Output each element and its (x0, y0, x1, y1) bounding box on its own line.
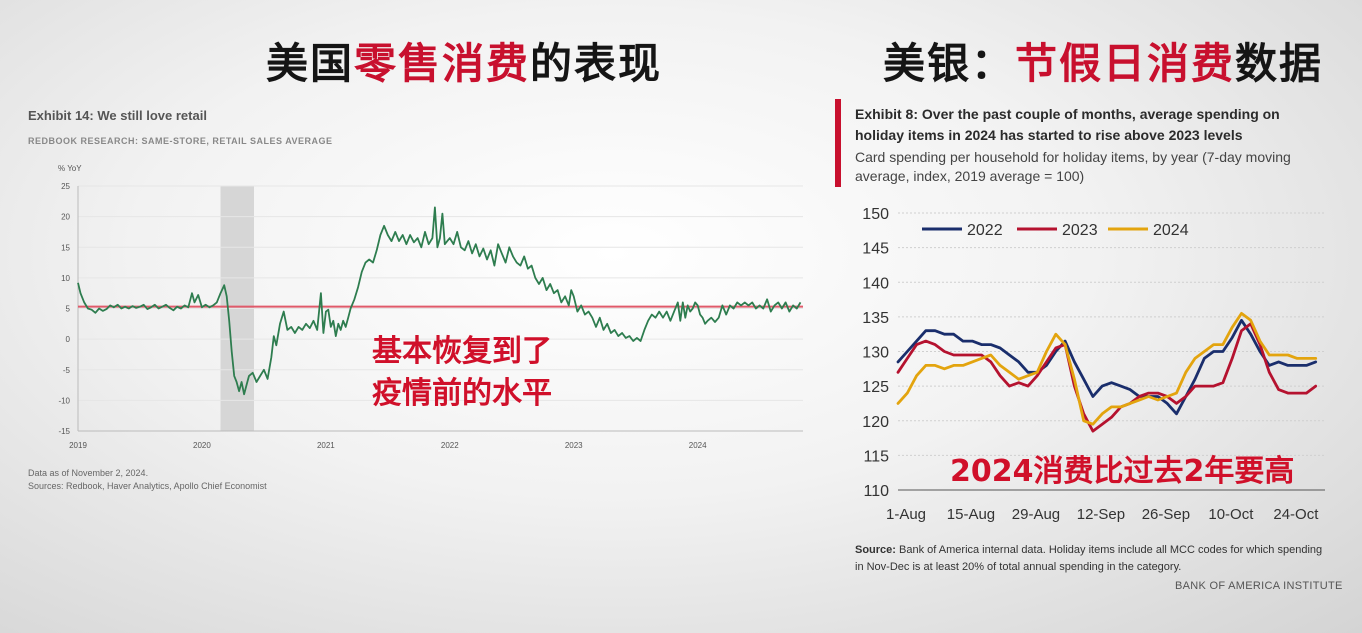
right-headline-part2: 节假日消费 (1015, 39, 1236, 88)
overlay-left-line2: 疫情前的水平 (372, 376, 552, 411)
exhibit8-x-tick-label: 26-Sep (1142, 506, 1190, 523)
exhibit14-x-tick-label: 2022 (441, 441, 459, 450)
exhibit14-y-axis-label: % YoY (58, 164, 82, 173)
left-headline-part2: 零售消费 (354, 39, 531, 88)
exhibit14-y-tick-label: 10 (61, 274, 70, 283)
exhibit8-y-tick-label: 135 (862, 310, 889, 327)
exhibit8-title: Exhibit 8: Over the past couple of month… (855, 106, 1280, 143)
exhibit8-y-tick-label: 110 (863, 483, 889, 500)
exhibit8-source: Source: Bank of America internal data. H… (855, 542, 1325, 576)
exhibit14-y-tick-label: -10 (58, 396, 70, 405)
bank-of-america-institute-brand: BANK OF AMERICA INSTITUTE (1175, 580, 1343, 592)
exhibit14-y-tick-label: 25 (61, 182, 70, 191)
exhibit8-x-tick-label: 15-Aug (947, 506, 995, 523)
right-headline: 美银：节假日消费数据 (883, 30, 1323, 91)
exhibit14-y-tick-label: -5 (63, 366, 71, 375)
exhibit8-y-tick-label: 115 (863, 448, 889, 465)
exhibit14-data-date: Data as of November 2, 2024. (28, 468, 149, 478)
exhibit8-series-line-2022 (896, 318, 1318, 416)
exhibit14-title: Exhibit 14: We still love retail (28, 108, 207, 123)
exhibit14-x-tick-label: 2021 (317, 441, 335, 450)
left-headline-part1: 美国 (266, 39, 355, 88)
exhibit8-x-tick-label: 12-Sep (1077, 506, 1125, 523)
exhibit8-legend-label-2022: 2022 (967, 222, 1003, 239)
exhibit8-y-tick-label: 145 (862, 241, 889, 258)
exhibit8-source-text: Bank of America internal data. Holiday i… (855, 544, 1323, 573)
exhibit8-y-tick-label: 125 (862, 379, 889, 396)
exhibit14-x-tick-label: 2020 (193, 441, 211, 450)
exhibit8-x-tick-label: 1-Aug (886, 506, 926, 523)
exhibit8-accent-bar (835, 99, 841, 187)
exhibit14-subtitle: REDBOOK RESEARCH: SAME-STORE, RETAIL SAL… (28, 136, 333, 146)
exhibit14-sources: Sources: Redbook, Haver Analytics, Apoll… (28, 481, 267, 491)
exhibit8-y-tick-label: 130 (862, 345, 889, 362)
exhibit14-x-tick-label: 2023 (565, 441, 583, 450)
left-headline: 美国零售消费的表现 (266, 30, 662, 91)
exhibit8-subtitle: Card spending per household for holiday … (855, 149, 1291, 184)
exhibit8-legend-label-2024: 2024 (1153, 222, 1189, 239)
exhibit8-x-tick-label: 10-Oct (1208, 506, 1254, 523)
exhibit8-x-tick-label: 24-Oct (1273, 506, 1319, 523)
exhibit14-y-tick-label: 5 (66, 305, 71, 314)
overlay-left-line1: 基本恢复到了 (372, 334, 552, 369)
exhibit8-source-label: Source: (855, 544, 896, 556)
exhibit8-y-tick-label: 140 (862, 275, 889, 292)
right-headline-part1: 美银： (883, 39, 1016, 88)
left-headline-part3: 的表现 (530, 39, 663, 88)
overlay-right: 2024消费比过去2年要高 (950, 454, 1295, 489)
exhibit8-y-tick-label: 150 (862, 206, 889, 223)
right-headline-part3: 数据 (1235, 39, 1324, 88)
exhibit14-x-tick-label: 2019 (69, 441, 87, 450)
exhibit14-y-tick-label: 20 (61, 213, 70, 222)
exhibit14-y-tick-label: -15 (58, 427, 70, 436)
exhibit8-legend-label-2023: 2023 (1062, 222, 1098, 239)
exhibit14-x-tick-label: 2024 (689, 441, 707, 450)
exhibit14-y-tick-label: 15 (61, 243, 70, 252)
exhibit8-series-line-2023 (896, 322, 1318, 433)
exhibit8-y-tick-label: 120 (862, 414, 889, 431)
exhibit8-series-line-2024 (896, 312, 1318, 426)
exhibit14-series-line (77, 206, 802, 396)
exhibit14-y-tick-label: 0 (66, 335, 71, 344)
exhibit8-x-tick-label: 29-Aug (1012, 506, 1060, 523)
